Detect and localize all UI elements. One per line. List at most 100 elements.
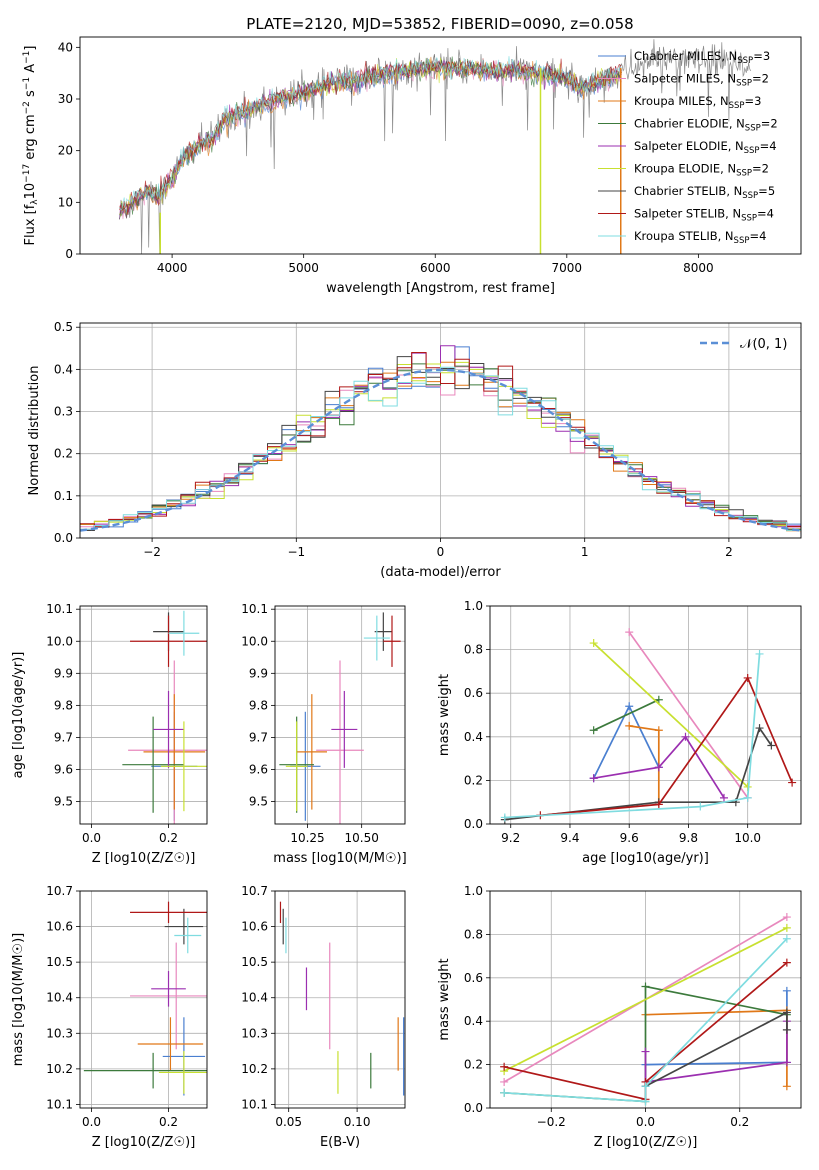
mass_vs_Z-ytick-label: 10.4: [46, 991, 73, 1005]
weight-point-marker: [641, 982, 650, 991]
spectrum-model-line: [119, 58, 622, 215]
residuals-ylabel: Normed distribution: [27, 366, 42, 496]
weight-series-line: [593, 735, 725, 799]
spectrum-model-line: [119, 60, 622, 216]
age_vs_mass-frame: [274, 605, 406, 825]
residuals-xtick-label: 2: [725, 545, 733, 559]
mass_vs_ebv-ytick-label: 10.4: [241, 991, 268, 1005]
mass_vs_ebv-ytick-label: 10.3: [241, 1026, 268, 1040]
age_vs_mass-ytick-label: 10.0: [241, 634, 268, 648]
weight_vs_Z-ylabel: mass weight: [437, 958, 452, 1040]
spectrum-model-line: [119, 57, 622, 217]
age_vs_mass-markers: [279, 612, 401, 824]
weight-point-marker: [782, 913, 791, 922]
age_vs_Z-panel: 0.0 0.2 9.5 9.6 9.7 9.8 9.9 10.0 10.1 Z [log10(Z/…: [11, 602, 208, 866]
weight_vs_age-xtick-label: 9.8: [679, 831, 698, 845]
residuals-histograms: [80, 345, 801, 535]
weight-point-marker: [782, 934, 791, 943]
residuals-ytick-label: 0.5: [54, 320, 73, 334]
figure-title: PLATE=2120, MJD=53852, FIBERID=0090, z=0…: [246, 15, 633, 33]
residuals-ytick-label: 0.1: [54, 489, 73, 503]
age_vs_mass-ytick-label: 9.8: [249, 698, 268, 712]
residuals-ytick-label: 0.4: [54, 362, 73, 376]
spectrum-ytick-label: 20: [58, 144, 73, 158]
weight_vs_Z-xtick-label: 0.2: [730, 1115, 749, 1129]
age_vs_Z-ytick-label: 10.1: [46, 602, 73, 616]
mass_vs_Z-ytick-label: 10.7: [46, 884, 73, 898]
weight_vs_Z-ytick-label: 0.4: [464, 1014, 483, 1028]
legend-label: Chabrier STELIB, NSSP=5: [634, 184, 775, 201]
age_vs_Z-ylabel: age [log10(age/yr)]: [11, 652, 26, 779]
weight-series-line: [540, 676, 793, 817]
gaussian-legend-label: 𝒩(0, 1): [740, 337, 787, 352]
weight_vs_age-xlabel: age [log10(age/yr)]: [582, 851, 709, 866]
mass_vs_ebv-ticks: 0.05 0.10 10.1 10.2 10.3 10.4 10.5 10.6 10.7: [241, 884, 370, 1129]
age_vs_Z-ytick-label: 10.0: [46, 634, 73, 648]
mass_vs_Z-frame: [79, 890, 208, 1109]
weight_vs_Z-ytick-label: 0.0: [464, 1101, 483, 1115]
residuals-xlabel: (data-model)/error: [380, 565, 501, 580]
legend-label: Salpeter ELODIE, NSSP=4: [634, 139, 777, 156]
weight_vs_age-panel: 9.2 9.4 9.6 9.8 10.0 0.0 0.2 0.4 0.6 0.8 1.0 age [l…: [437, 599, 802, 866]
weight_vs_Z-panel: −0.2 0.0 0.2 0.0 0.2 0.4 0.6 0.8 1.0 Z [log10(Z/Z…: [437, 884, 802, 1150]
residuals-xtick-label: 0: [437, 545, 445, 559]
spectrum-model-line: [119, 60, 622, 220]
age_vs_Z-markers: [122, 610, 207, 824]
legend-label: Chabrier ELODIE, NSSP=2: [634, 117, 778, 134]
mass_vs_ebv-xlabel: E(B-V): [320, 1135, 360, 1150]
weight-point-marker: [767, 741, 776, 750]
weight-point-marker: [654, 800, 663, 809]
legend-label: Kroupa ELODIE, NSSP=2: [634, 162, 769, 179]
residuals-xtick-label: 1: [581, 545, 589, 559]
mass_vs_Z-ytick-label: 10.6: [46, 920, 73, 934]
mass_vs_Z-ticks: 0.0 0.2 10.1 10.2 10.3 10.4 10.5 10.6 10.7: [46, 884, 178, 1129]
weight-point-marker: [500, 1088, 509, 1097]
weight_vs_Z-lines: [500, 913, 791, 1106]
age_vs_Z-ticks: 0.0 0.2 9.5 9.6 9.7 9.8 9.9 10.0 10.1: [46, 602, 178, 845]
mass_vs_ebv-ytick-label: 10.6: [241, 920, 268, 934]
age_vs_mass-ytick-label: 9.6: [249, 763, 268, 777]
age_vs_Z-xtick-label: 0.2: [159, 831, 178, 845]
legend-label: Kroupa STELIB, NSSP=4: [634, 229, 766, 246]
spectrum-lines: [119, 39, 752, 254]
spectrum-model-line: [119, 56, 622, 211]
weight-series-line: [593, 698, 660, 732]
spectrum-ylabel: Flux [fλ10−17 erg cm−2 s−1 A−1]: [22, 46, 40, 246]
weight-series-line: [503, 927, 788, 1072]
weight_vs_age-ytick-label: 0.2: [464, 773, 483, 787]
weight-point-marker: [641, 1047, 650, 1056]
legend-label: Kroupa MILES, NSSP=3: [634, 94, 761, 111]
mass_vs_ebv-ytick-label: 10.2: [241, 1062, 268, 1076]
weight-series-line: [593, 642, 749, 788]
age_vs_mass-ytick-label: 10.1: [241, 602, 268, 616]
weight-point-marker: [782, 1058, 791, 1067]
spectrum-legend: Chabrier MILES, NSSP=3 Salpeter MILES, NS…: [598, 49, 778, 246]
age_vs_Z-frame: [79, 605, 208, 825]
weight-series-line: [504, 653, 761, 819]
residuals-frame: [79, 322, 802, 539]
residuals-ytick-label: 0.2: [54, 447, 73, 461]
mass_vs_ebv-xtick-label: 0.05: [275, 1115, 302, 1129]
weight_vs_age-xtick-label: 9.2: [501, 831, 520, 845]
residuals-ytick-label: 0.0: [54, 531, 73, 545]
mass_vs_Z-markers: [83, 901, 207, 1096]
weight-point-marker: [788, 778, 797, 787]
weight-point-marker: [589, 774, 598, 783]
spectrum-xtick-label: 7000: [552, 261, 583, 275]
weight-series-line: [592, 704, 660, 779]
residuals-xtick-label: −2: [143, 545, 161, 559]
mass_vs_Z-ytick-label: 10.3: [46, 1026, 73, 1040]
weight-point-marker: [625, 721, 634, 730]
weight_vs_Z-ytick-label: 1.0: [464, 884, 483, 898]
spectrum-frame: [79, 36, 802, 255]
weight-point-marker: [719, 793, 728, 802]
gaussian-curve: [80, 368, 801, 532]
weight-point-marker: [654, 763, 663, 772]
mass_vs_Z-ylabel: mass [log10(M/M☉)]: [11, 933, 26, 1066]
mass_vs_ebv-frame: [274, 890, 406, 1109]
spectrum-xtick-label: 8000: [683, 261, 714, 275]
mass_vs_ebv-panel: 0.05 0.10 10.1 10.2 10.3 10.4 10.5 10.6 10.7 E(B-…: [241, 884, 406, 1150]
weight-point-marker: [755, 649, 764, 658]
weight_vs_Z-xlabel: Z [log10(Z/Z☉)]: [594, 1135, 698, 1150]
